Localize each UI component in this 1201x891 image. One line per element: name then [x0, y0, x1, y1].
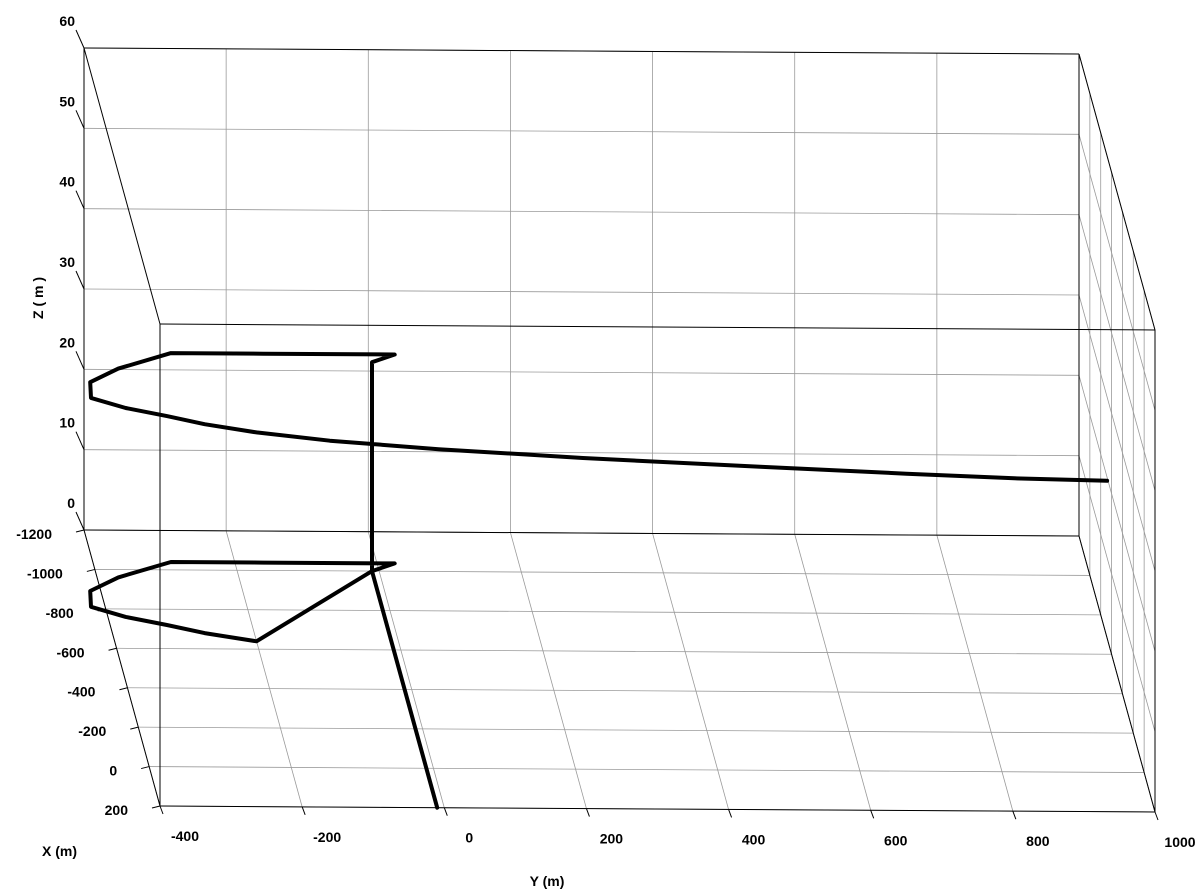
back-wall-gridline-z	[83, 208, 1080, 216]
back-wall-gridline-z	[83, 288, 1080, 296]
floor-gridline-x	[138, 726, 1134, 734]
floor-gridline-y	[367, 531, 445, 808]
back-wall-gridline-z	[83, 449, 1080, 457]
z-tick-mark	[75, 270, 85, 290]
y-tick-mark	[301, 806, 306, 816]
x-tick-label: -200	[78, 723, 106, 739]
side-wall-gridline-z	[1078, 214, 1156, 491]
box-edge	[1078, 535, 1156, 813]
y-tick-label: 200	[600, 831, 624, 847]
x-tick-mark	[151, 805, 161, 809]
floor-gridline-x	[116, 647, 1112, 655]
y-tick-mark	[159, 805, 164, 815]
y-tick-label: 600	[884, 832, 908, 848]
y-axis-label: Y (m)	[530, 873, 565, 889]
z-tick-label: 20	[59, 334, 75, 350]
y-tick-label: -400	[171, 828, 199, 844]
z-tick-mark	[75, 190, 85, 209]
z-tick-label: 30	[59, 254, 75, 270]
x-tick-mark	[130, 726, 139, 730]
y-tick-mark	[1012, 810, 1017, 820]
floor-gridline-y	[510, 532, 587, 809]
z-tick-mark	[75, 431, 85, 450]
floor-gridline-y	[936, 535, 1014, 812]
floor-gridline-y	[794, 534, 872, 811]
y-tick-label: 400	[742, 831, 766, 847]
x-tick-label: 200	[105, 802, 129, 818]
floor-gridline-y	[225, 530, 303, 807]
box-edge	[83, 47, 161, 325]
y-tick-mark	[443, 807, 448, 816]
y-tick-mark	[1154, 811, 1159, 821]
side-wall-gridline-z	[1078, 134, 1156, 411]
box-edge	[83, 47, 1080, 55]
x-tick-mark	[86, 568, 95, 572]
floor-gridline-x	[149, 766, 1145, 773]
y-tick-mark	[728, 809, 733, 818]
floor-gridline-x	[127, 687, 1123, 695]
side-wall-gridline-z	[1078, 294, 1156, 572]
box-edge	[159, 805, 1156, 813]
box-edge	[1078, 53, 1156, 331]
trajectory-line	[88, 351, 1110, 810]
z-tick-label: 10	[59, 415, 75, 431]
side-wall-gridline-z	[1078, 455, 1156, 732]
x-tick-mark	[108, 647, 117, 651]
y-tick-mark	[870, 810, 875, 819]
y-tick-label: -200	[313, 829, 341, 845]
x-tick-mark	[75, 529, 85, 533]
y-tick-label: 1000	[1164, 834, 1195, 850]
floor-gridline-x	[105, 608, 1101, 616]
x-tick-mark	[141, 766, 150, 770]
back-wall-gridline-z	[83, 127, 1080, 135]
x-tick-mark	[119, 687, 128, 691]
floor-gridline-x	[94, 569, 1090, 576]
z-tick-mark	[75, 29, 85, 49]
x-tick-label: -1200	[16, 526, 52, 542]
x-tick-label: -600	[57, 644, 85, 660]
x-tick-label: -1000	[27, 565, 63, 581]
y-tick-label: 800	[1026, 833, 1050, 849]
box-edge	[159, 323, 1156, 331]
z-tick-label: 40	[59, 174, 75, 190]
z-tick-label: 0	[67, 495, 75, 511]
y-tick-mark	[585, 808, 590, 817]
z-tick-mark	[75, 511, 85, 531]
box-edge	[83, 529, 161, 807]
z-axis-label: Z ( m )	[30, 277, 46, 319]
box-edge	[83, 529, 1080, 537]
floor-gridline-y	[652, 533, 729, 810]
z-tick-mark	[75, 351, 85, 370]
x-axis-label: X (m)	[42, 843, 77, 859]
y-tick-label: 0	[465, 830, 473, 846]
side-wall-gridline-z	[1078, 375, 1156, 652]
z-tick-label: 50	[59, 93, 75, 109]
x-tick-label: -400	[67, 684, 95, 700]
x-tick-label: -800	[46, 605, 74, 621]
x-tick-label: 0	[109, 763, 117, 779]
z-tick-label: 60	[59, 13, 75, 29]
axes-box	[75, 29, 1159, 821]
back-wall-gridline-z	[83, 368, 1080, 376]
z-tick-mark	[75, 110, 85, 129]
